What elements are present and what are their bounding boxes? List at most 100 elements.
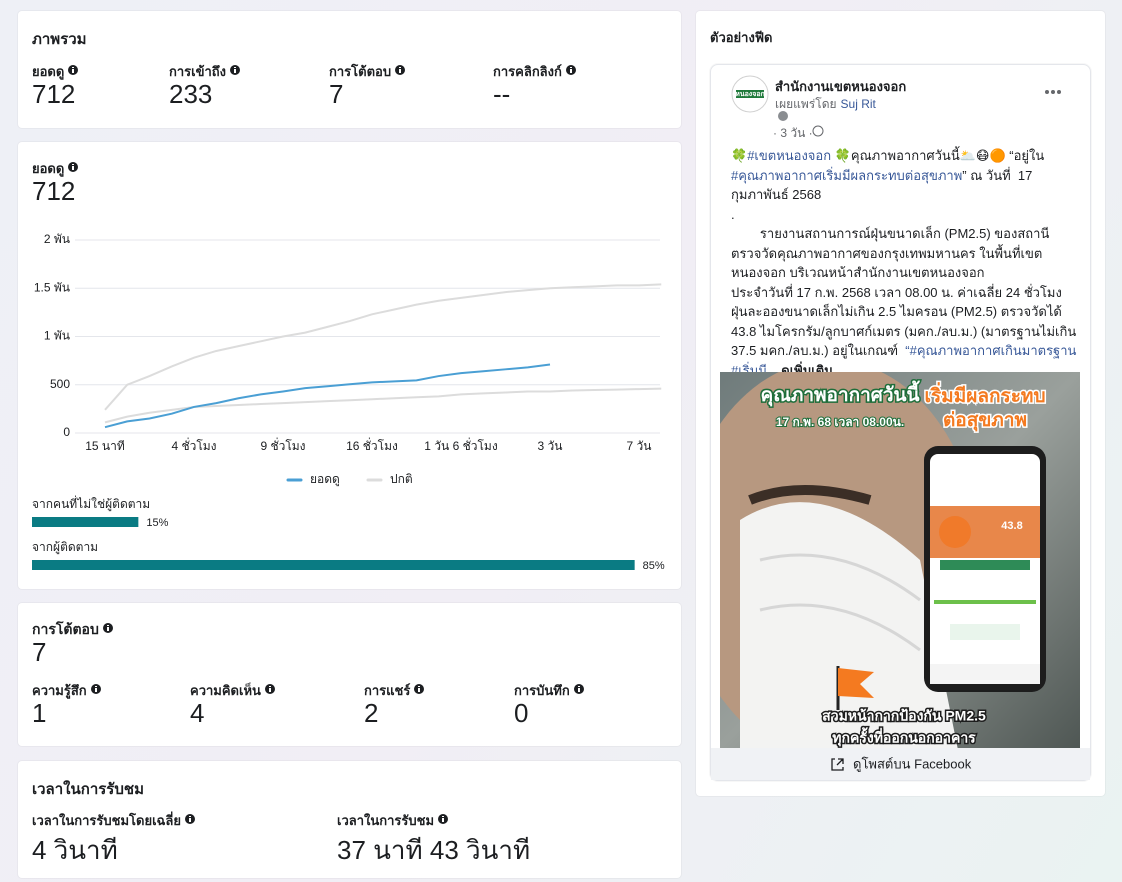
image-date: 17 ก.พ. 68 เวลา 08.00น.	[776, 415, 904, 429]
metric-value-text: 4 วินาที	[32, 835, 118, 865]
logo	[731, 75, 769, 113]
metric-label: ความรู้สึก	[32, 680, 101, 701]
metric-label-text: ความรู้สึก	[32, 683, 87, 698]
globe-icon	[812, 125, 824, 137]
legend-label: ยอดดู	[310, 472, 340, 487]
line	[104, 387, 662, 424]
info-icon[interactable]	[438, 814, 449, 824]
image-status: เริ่มมีผลกระทบ	[924, 382, 1045, 407]
legend-label: ปกติ	[390, 472, 413, 486]
bar-value-label: 85%	[643, 560, 665, 572]
metric-value-text: 712	[32, 79, 76, 109]
metric-value: 0	[514, 698, 528, 729]
info-icon[interactable]	[230, 65, 241, 75]
author[interactable]: Suj Rit	[840, 97, 876, 111]
metric-label: ความคิดเห็น	[190, 680, 275, 701]
metric-value: 7	[32, 637, 46, 668]
info-icon[interactable]	[68, 65, 79, 75]
external-icon	[831, 758, 844, 771]
metric-label: การคลิกลิงก์	[493, 61, 576, 82]
metric-value-text: 712	[32, 176, 76, 206]
footer-link: ดูโพสต์บน Facebook	[853, 756, 972, 772]
post-time-text: · 3 วัน ·	[773, 126, 813, 140]
metric-value: 233	[169, 79, 212, 110]
metric-value-text: 2	[364, 698, 379, 728]
text: ประจำวันที่ 17 ก.พ. 2568 เวลา 08.00 น. ค…	[731, 284, 1080, 359]
info-icon[interactable]	[68, 162, 79, 172]
y-tick-label: 0	[63, 425, 70, 439]
metric-label: เวลาในการรับชมโดยเฉลี่ย	[32, 810, 195, 831]
more-button[interactable]	[1045, 90, 1061, 94]
card-title-text: ตัวอย่างฟีด	[710, 30, 773, 45]
y-tick-label: 1 พัน	[44, 329, 70, 343]
card-title-text: เวลาในการรับชม	[32, 781, 144, 798]
paragraph: รายงานสถานการณ์ฝุ่นขนาดเล็ก (PM2.5) ของส…	[731, 224, 1079, 283]
bar-label: จากผู้ติดตาม	[32, 540, 98, 555]
paragraph: .	[731, 205, 1079, 225]
info-icon[interactable]	[573, 684, 584, 694]
metric-value-text: 233	[169, 79, 213, 109]
image-caption: ทุกครั้งที่ออกนอกอาคาร	[832, 727, 976, 747]
image-reading: 43.8	[1001, 520, 1022, 532]
metric-value-text: 1	[32, 698, 47, 728]
x-tick-label: 3 วัน	[538, 439, 563, 453]
metric-value-text: 7	[329, 79, 344, 109]
image-status: ต่อสุขภาพ	[943, 410, 1027, 432]
engagement-card	[18, 603, 681, 746]
text: 🍀	[731, 148, 748, 163]
metric-label-text: เวลาในการรับชม	[337, 813, 435, 828]
text: ” ณ วันที่ 17 กุมภาพันธ์ 2568	[731, 167, 1036, 203]
post-image	[720, 372, 1080, 748]
card-title-text: ภาพรวม	[32, 31, 87, 48]
info-icon[interactable]	[414, 684, 425, 694]
metric-label: การแชร์	[364, 680, 425, 701]
x-tick-label: 9 ชั่วโมง	[260, 437, 305, 453]
metric-value-text: 37 นาที 43 วินาที	[337, 835, 531, 865]
post-text: 🍀#เขตหนองจอก 🍀คุณภาพอากาศวันนี้🌥️😷🟠 “อยู…	[731, 146, 1079, 380]
info-icon[interactable]	[90, 684, 101, 694]
info-icon[interactable]	[102, 623, 113, 633]
page-name: สำนักงานเขตหนองจอก	[775, 76, 906, 97]
logo-text: หนองจอก	[735, 91, 765, 98]
text: ...	[766, 362, 782, 378]
metric-label-text: การโต้ตอบ	[329, 64, 392, 79]
metric-label: ยอดดู	[32, 158, 79, 179]
metric-value: 37 นาที 43 วินาที	[337, 830, 530, 871]
card-title: ภาพรวม	[32, 27, 87, 51]
image-headline: คุณภาพอากาศวันนี้	[760, 380, 920, 407]
metric-label: การบันทึก	[514, 680, 584, 701]
info-icon[interactable]	[395, 65, 406, 75]
metric-value-text: 7	[32, 637, 47, 667]
link-text[interactable]: #คุณภาพอากาศเริ่มมีผลกระทบต่อสุขภาพ	[731, 167, 963, 183]
metric-value: 712	[32, 79, 75, 110]
info-icon[interactable]	[565, 65, 576, 75]
bar-label: จากคนที่ไม่ใช่ผู้ติดตาม	[32, 495, 150, 512]
link-text[interactable]: #เขตหนองจอก	[747, 148, 832, 163]
footer-bar[interactable]	[711, 748, 1090, 780]
metric-label: เวลาในการรับชม	[337, 810, 449, 831]
line	[104, 363, 551, 429]
metric-label-text: การเข้าถึง	[169, 64, 227, 79]
metric-value: 2	[364, 698, 378, 729]
post-time: · 3 วัน ·	[773, 124, 813, 143]
metric-label-text: การโต้ตอบ	[32, 621, 99, 637]
badge-icon	[778, 111, 788, 121]
y-tick-label: 1.5 พัน	[34, 280, 70, 294]
info-icon[interactable]	[264, 684, 275, 694]
x-tick-label: 15 นาที	[85, 439, 125, 453]
metric-label: การโต้ตอบ	[329, 61, 406, 82]
metric-label: ยอดดู	[32, 61, 79, 82]
metric-label: การโต้ตอบ	[32, 619, 113, 641]
metric-label-text: ยอดดู	[32, 64, 65, 79]
line	[104, 283, 662, 411]
watch-time-card	[18, 761, 681, 878]
bar	[32, 517, 139, 527]
metric-label-text: การบันทึก	[514, 683, 570, 698]
metric-value: 4 วินาที	[32, 830, 118, 871]
metric-value: 7	[329, 79, 343, 110]
metric-value: 1	[32, 698, 46, 729]
metric-value-text: --	[493, 79, 511, 109]
x-tick-label: 1 วัน 6 ชั่วโมง	[424, 437, 497, 453]
info-icon[interactable]	[184, 814, 195, 824]
